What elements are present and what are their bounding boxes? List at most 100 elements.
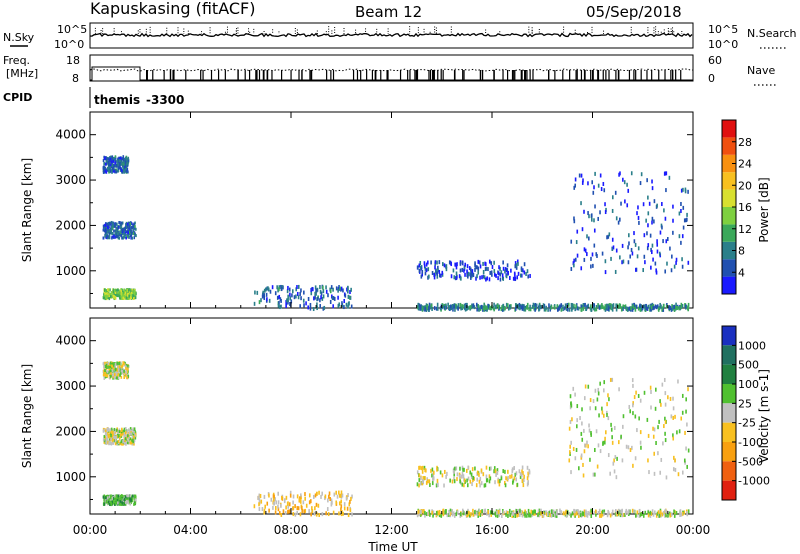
echo-cell	[476, 470, 479, 475]
echo-cell	[681, 264, 684, 269]
echo-cell	[647, 510, 649, 515]
echo-cell	[103, 290, 106, 294]
echo-cell	[433, 275, 436, 280]
echo-cell	[670, 307, 673, 312]
echo-cell	[677, 379, 679, 384]
echo-cell	[307, 296, 310, 301]
echo-cell	[673, 509, 675, 514]
echo-cell	[132, 440, 135, 444]
echo-cell	[687, 302, 690, 307]
echo-cell	[111, 362, 113, 366]
echo-cell	[123, 432, 126, 436]
echo-cell	[280, 284, 282, 289]
echo-cell	[687, 448, 690, 453]
echo-cell	[636, 428, 638, 433]
echo-cell	[507, 513, 509, 518]
echo-cell	[601, 410, 604, 415]
echo-cell	[581, 227, 584, 232]
echo-cell	[602, 181, 605, 186]
echo-cell	[117, 289, 120, 293]
echo-cell	[340, 512, 343, 517]
x-tick-label: 00:00	[73, 523, 108, 537]
echo-cell	[576, 306, 578, 311]
nave-line	[89, 68, 694, 72]
echo-cell	[119, 156, 122, 160]
echo-cell	[427, 511, 429, 516]
colorbar-tick-label: 500	[738, 359, 759, 372]
echo-cell	[107, 497, 110, 501]
echo-cell	[490, 512, 493, 517]
echo-cell	[328, 491, 331, 496]
echo-cell	[573, 263, 575, 268]
echo-cell	[501, 273, 504, 278]
echo-cell	[450, 274, 453, 279]
echo-cell	[499, 272, 502, 277]
echo-cell	[499, 277, 502, 282]
echo-cell	[669, 513, 672, 518]
echo-cell	[133, 296, 135, 300]
echo-cell	[110, 372, 112, 376]
echo-cell	[120, 168, 123, 172]
echo-cell	[123, 163, 125, 167]
echo-cell	[113, 167, 115, 171]
echo-cell	[124, 226, 127, 230]
echo-cell	[522, 483, 525, 488]
echo-cell	[132, 296, 134, 300]
echo-cell	[132, 496, 135, 500]
echo-cell	[650, 305, 653, 310]
echo-cell	[131, 441, 133, 445]
echo-cell	[611, 195, 614, 200]
echo-cell	[628, 509, 630, 514]
echo-cell	[420, 466, 423, 471]
echo-cell	[118, 221, 120, 225]
echo-cell	[599, 449, 602, 454]
colorbar-swatch	[722, 259, 736, 277]
echo-cell	[275, 500, 278, 505]
echo-cell	[112, 288, 115, 292]
echo-cell	[332, 304, 334, 309]
echo-cell	[110, 427, 113, 431]
echo-cell	[503, 480, 506, 485]
echo-cell	[115, 436, 118, 440]
echo-cell	[601, 303, 603, 308]
echo-cell	[518, 302, 521, 307]
echo-cell	[540, 508, 542, 513]
echo-cell	[102, 236, 105, 240]
echo-cell	[322, 285, 324, 290]
echo-cell	[127, 232, 130, 236]
echo-cell	[107, 500, 110, 504]
echo-cell	[645, 303, 647, 308]
echo-cell	[642, 513, 645, 518]
echo-cell	[681, 393, 684, 398]
echo-cell	[263, 293, 265, 298]
echo-cell	[583, 513, 586, 518]
echo-cell	[654, 406, 657, 411]
echo-cell	[431, 473, 433, 478]
echo-cell	[112, 373, 115, 377]
echo-cell	[122, 296, 125, 300]
echo-cell	[493, 272, 496, 277]
echo-cell	[623, 304, 626, 309]
echo-cell	[467, 512, 469, 517]
echo-cell	[308, 509, 310, 514]
echo-cell	[586, 513, 589, 518]
echo-cell	[333, 492, 336, 497]
power-ylabel: Slant Range [km]	[20, 158, 34, 262]
echo-cell	[314, 506, 316, 511]
station-title: Kapuskasing (fitACF)	[90, 0, 255, 18]
echo-cell	[106, 288, 109, 292]
echo-cell	[664, 216, 667, 221]
echo-cell	[305, 503, 308, 508]
echo-cell	[634, 456, 637, 461]
echo-cell	[583, 257, 586, 262]
echo-cell	[647, 513, 650, 518]
echo-cell	[259, 493, 262, 498]
echo-cell	[132, 427, 135, 431]
echo-cell	[277, 303, 280, 308]
echo-cell	[114, 502, 116, 506]
echo-cell	[455, 271, 458, 276]
echo-cell	[119, 369, 122, 373]
echo-cell	[292, 500, 294, 505]
echo-cell	[652, 512, 655, 517]
echo-cell	[553, 513, 556, 518]
